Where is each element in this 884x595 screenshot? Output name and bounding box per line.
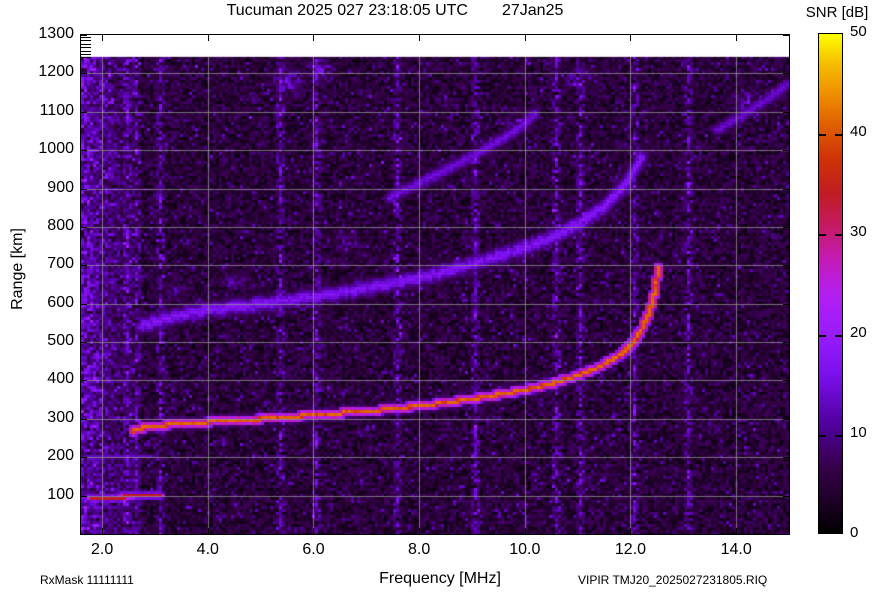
y-tick-mark (81, 188, 87, 190)
y-tick-mark (81, 226, 87, 228)
colorbar-tick-mark (819, 334, 826, 337)
x-tick-mark (207, 528, 209, 534)
title-text: Tucuman 2025 027 23:18:05 UTC (226, 2, 468, 19)
y-tick-label: 100 (47, 485, 74, 503)
y-tick-mark (81, 457, 87, 459)
y-tick-mark (81, 495, 87, 497)
colorbar-tick-mark (819, 234, 826, 237)
y-tick-mark (783, 457, 789, 459)
y-tick-mark (783, 226, 789, 228)
y-minor-tick (81, 43, 91, 45)
colorbar-tick-label: 30 (850, 223, 867, 241)
y-tick-mark (81, 35, 87, 36)
page-title: Tucuman 2025 027 23:18:05 UTC 27Jan25 (0, 2, 790, 20)
y-tick-label: 1100 (39, 101, 74, 119)
y-tick-mark (81, 303, 87, 305)
y-tick-mark (783, 495, 789, 497)
y-axis-title: Range [km] (9, 228, 26, 310)
x-tick-mark (524, 35, 526, 41)
x-tick-label: 2.0 (91, 541, 114, 558)
x-tick-label: 12.0 (614, 541, 647, 558)
ionogram-heatmap-canvas[interactable] (81, 35, 789, 534)
y-tick-mark (783, 265, 789, 267)
colorbar-tick-label: 40 (850, 123, 867, 141)
ionogram-plot[interactable] (80, 34, 790, 535)
y-tick-label: 600 (47, 293, 74, 311)
y-tick-label: 1200 (38, 63, 74, 81)
colorbar-gradient (819, 34, 842, 533)
y-tick-mark (81, 265, 87, 267)
y-minor-tick (81, 37, 91, 38)
x-tick-label: 6.0 (302, 541, 325, 558)
y-tick-mark (81, 342, 87, 344)
title-date: 27Jan25 (501, 2, 564, 19)
colorbar-tick-mark (835, 334, 842, 337)
y-tick-mark (783, 303, 789, 305)
y-tick-label: 700 (47, 255, 74, 273)
x-tick-mark (736, 35, 738, 41)
y-tick-label: 300 (47, 408, 74, 426)
x-tick-label: 10.0 (509, 541, 541, 558)
y-tick-mark (783, 73, 789, 75)
y-tick-mark (783, 111, 789, 113)
y-minor-tick (81, 50, 91, 52)
x-axis-title: Frequency [MHz] (379, 570, 501, 587)
x-tick-label: 8.0 (408, 541, 431, 558)
y-tick-mark (783, 35, 789, 36)
colorbar-tick-mark (819, 434, 826, 437)
colorbar-tick-label: 50 (850, 23, 867, 40)
y-tick-mark (81, 150, 87, 152)
colorbar-tick-mark (835, 134, 842, 137)
y-minor-tick (81, 57, 91, 59)
y-tick-label: 400 (47, 370, 74, 388)
x-tick-mark (419, 528, 421, 534)
colorbar-tick-label: 0 (850, 524, 859, 541)
colorbar[interactable] (818, 33, 843, 534)
y-tick-label: 200 (47, 447, 74, 465)
colorbar-tick-label: 10 (850, 423, 867, 441)
colorbar-tick-mark (835, 234, 842, 237)
colorbar-title: SNR [dB] (805, 4, 869, 21)
y-tick-mark (783, 342, 789, 344)
y-tick-label: 1300 (38, 25, 74, 42)
y-minor-tick (81, 40, 91, 42)
y-minor-tick (81, 54, 91, 55)
y-tick-mark (783, 188, 789, 190)
y-tick-label: 1000 (38, 140, 74, 158)
y-tick-label: 500 (47, 332, 74, 350)
x-tick-mark (313, 35, 315, 41)
y-tick-mark (81, 73, 87, 75)
rxmask-label: RxMask 11111111 (40, 573, 134, 587)
y-tick-mark (783, 380, 789, 382)
x-tick-mark (524, 528, 526, 534)
source-file-label: VIPIR TMJ20_2025027231805.RIQ (578, 573, 768, 587)
x-tick-mark (313, 528, 315, 534)
x-tick-label: 4.0 (196, 541, 219, 558)
colorbar-tick-mark (835, 434, 842, 437)
y-tick-mark (783, 150, 789, 152)
x-tick-mark (102, 528, 104, 534)
y-tick-mark (81, 380, 87, 382)
y-tick-label: 800 (47, 216, 74, 234)
y-tick-mark (81, 111, 87, 113)
y-minor-tick (81, 47, 91, 49)
x-tick-mark (102, 35, 104, 41)
x-tick-mark (630, 35, 632, 41)
x-tick-label: 14.0 (720, 541, 752, 558)
x-tick-mark (736, 528, 738, 534)
colorbar-tick-mark (819, 134, 826, 137)
y-tick-label: 900 (47, 178, 74, 196)
colorbar-tick-label: 20 (850, 323, 867, 341)
y-tick-mark (81, 418, 87, 420)
y-tick-mark (783, 418, 789, 420)
x-tick-mark (630, 528, 632, 534)
x-tick-mark (207, 35, 209, 41)
x-tick-mark (419, 35, 421, 41)
